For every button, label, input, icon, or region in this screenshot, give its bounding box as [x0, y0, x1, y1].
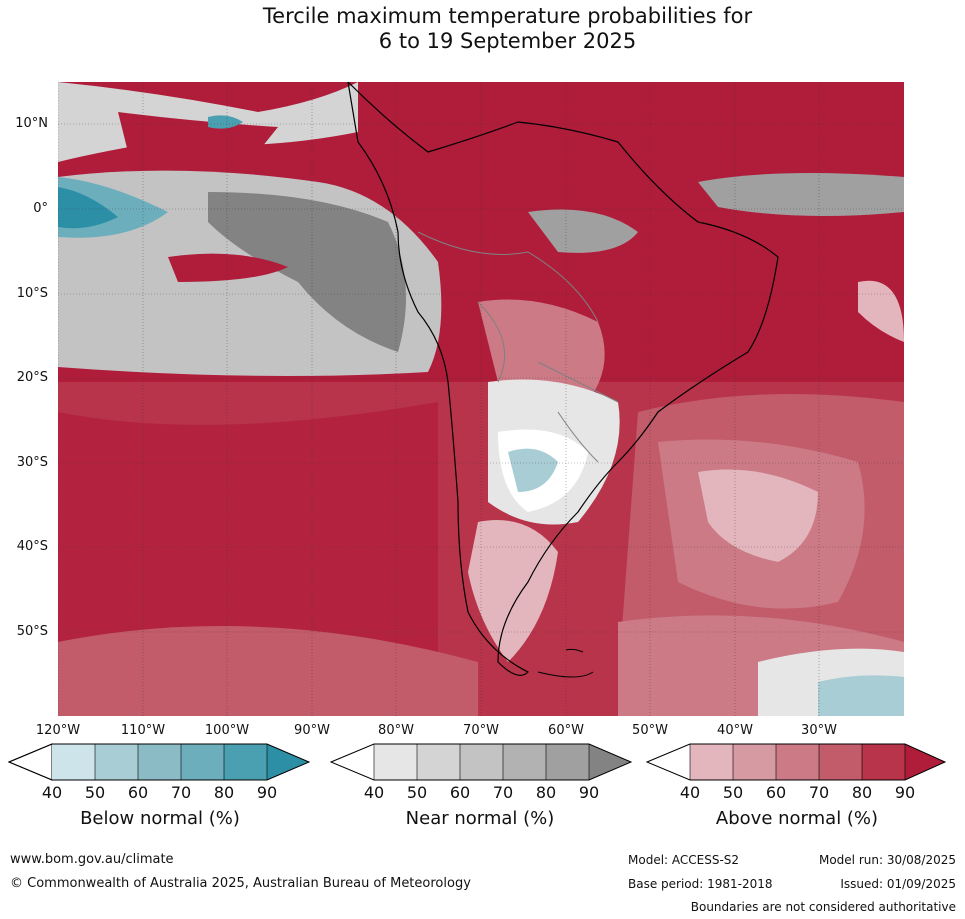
- south-sa-blue-patch: [508, 448, 558, 492]
- title-line-1: Tercile maximum temperature probabilitie…: [262, 4, 753, 28]
- probability-map: [58, 82, 904, 716]
- copyright-text: © Commonwealth of Australia 2025, Austra…: [10, 876, 471, 891]
- lon-label-110w: 110°W: [120, 723, 166, 738]
- atlantic-grey-band: [698, 173, 904, 216]
- graticule: [58, 82, 904, 716]
- near-tick-40: 40: [363, 783, 385, 802]
- below-tick-40: 40: [41, 783, 63, 802]
- lon-label-40w: 40°W: [717, 723, 753, 738]
- lat-label-50s: 50°S: [16, 624, 48, 639]
- below-tick-80: 80: [213, 783, 235, 802]
- above-normal-colorbar: [646, 743, 947, 781]
- pacific-blue-core: [58, 187, 118, 229]
- below-tick-70: 70: [170, 783, 192, 802]
- issued-text: Issued: 01/09/2025: [840, 877, 956, 891]
- lon-label-30w: 30°W: [801, 723, 837, 738]
- map-canvas: [58, 82, 904, 716]
- lon-label-100w: 100°W: [204, 723, 250, 738]
- below-normal-colorbar: [8, 743, 310, 781]
- near-normal-title: Near normal (%): [405, 808, 555, 829]
- lon-label-50w: 50°W: [632, 723, 668, 738]
- north-pacific-red-streak: [118, 112, 278, 155]
- pacific-dark-grey: [208, 192, 406, 352]
- website-link[interactable]: www.bom.gov.au/climate: [10, 852, 174, 867]
- above-normal-title: Above normal (%): [715, 808, 879, 829]
- southeast-below-normal: [818, 675, 904, 716]
- lon-label-70w: 70°W: [463, 723, 499, 738]
- atlantic-light-pink: [698, 469, 818, 562]
- lon-label-90w: 90°W: [294, 723, 330, 738]
- below-tick-50: 50: [84, 783, 106, 802]
- southwest-band: [58, 626, 478, 716]
- above-tick-80: 80: [851, 783, 873, 802]
- lat-label-30s: 30°S: [16, 455, 48, 470]
- near-tick-60: 60: [449, 783, 471, 802]
- near-tick-90: 90: [578, 783, 600, 802]
- south-america-coastline: [347, 82, 779, 676]
- lon-label-80w: 80°W: [378, 723, 414, 738]
- near-tick-50: 50: [406, 783, 428, 802]
- falklands-coast: [565, 648, 584, 653]
- amazon-grey: [528, 209, 638, 253]
- model-run-text: Model run: 30/08/2025: [818, 853, 956, 867]
- lat-label-0: 0°: [33, 201, 48, 216]
- above-tick-50: 50: [722, 783, 744, 802]
- near-normal-colorbar: [330, 743, 632, 781]
- map-title: Tercile maximum temperature probabilitie…: [0, 4, 965, 54]
- lat-label-10s: 10°S: [16, 286, 48, 301]
- above-tick-70: 70: [808, 783, 830, 802]
- below-tick-90: 90: [256, 783, 278, 802]
- base-period-text: Base period: 1981-2018: [628, 877, 773, 891]
- below-normal-title: Below normal (%): [80, 808, 240, 829]
- lat-label-40s: 40°S: [16, 539, 48, 554]
- lat-label-10n: 10°N: [15, 116, 48, 131]
- title-line-2: 6 to 19 September 2025: [378, 29, 637, 53]
- near-tick-80: 80: [535, 783, 557, 802]
- lon-label-60w: 60°W: [548, 723, 584, 738]
- pacific-red-streak: [168, 253, 288, 282]
- above-tick-90: 90: [894, 783, 916, 802]
- below-tick-60: 60: [127, 783, 149, 802]
- patagonia-pink: [468, 520, 558, 662]
- country-boundaries: [417, 231, 619, 463]
- above-tick-60: 60: [765, 783, 787, 802]
- near-tick-70: 70: [492, 783, 514, 802]
- tierra-del-fuego-coast: [537, 671, 594, 678]
- atlantic-pink-patch: [858, 280, 904, 342]
- north-pacific-blue-spot: [208, 115, 243, 129]
- lat-label-20s: 20°S: [16, 370, 48, 385]
- lon-label-120w: 120°W: [35, 723, 81, 738]
- model-text: Model: ACCESS-S2: [628, 853, 740, 867]
- boundaries-disclaimer: Boundaries are not considered authoritat…: [690, 900, 956, 914]
- above-tick-40: 40: [679, 783, 701, 802]
